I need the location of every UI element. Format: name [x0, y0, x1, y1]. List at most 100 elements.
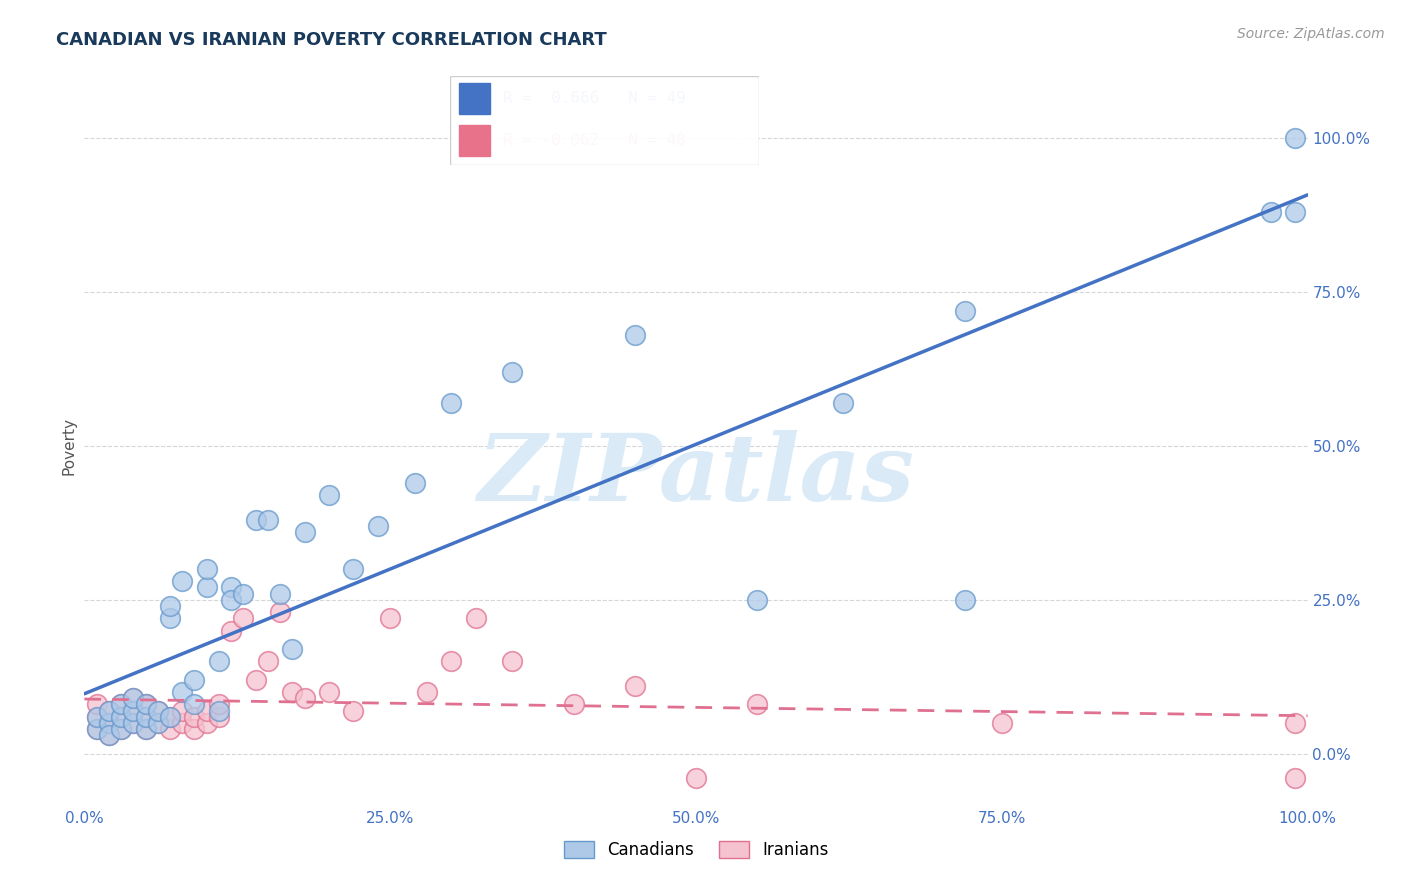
- Point: [97, 715, 120, 730]
- Point: [86, 698, 108, 712]
- Point: [135, 698, 157, 712]
- Point: [172, 715, 194, 730]
- Point: [440, 396, 463, 410]
- Point: [416, 685, 439, 699]
- Point: [122, 691, 145, 706]
- FancyBboxPatch shape: [450, 76, 759, 165]
- Point: [208, 698, 231, 712]
- Point: [110, 722, 132, 736]
- Point: [135, 709, 157, 723]
- Point: [195, 715, 218, 730]
- Point: [183, 709, 205, 723]
- Point: [110, 698, 132, 712]
- Point: [159, 611, 181, 625]
- Point: [122, 704, 145, 718]
- Point: [232, 587, 254, 601]
- Point: [257, 513, 280, 527]
- Point: [86, 722, 108, 736]
- Point: [172, 685, 194, 699]
- Point: [172, 704, 194, 718]
- Point: [1284, 715, 1306, 730]
- Point: [97, 704, 120, 718]
- Point: [208, 709, 231, 723]
- Point: [294, 691, 316, 706]
- Point: [159, 599, 181, 613]
- Point: [953, 303, 976, 318]
- Point: [159, 722, 181, 736]
- Point: [685, 771, 707, 785]
- Point: [269, 587, 291, 601]
- Point: [318, 685, 340, 699]
- Text: R = -0.062   N = 48: R = -0.062 N = 48: [502, 133, 685, 148]
- Point: [97, 728, 120, 742]
- Point: [97, 704, 120, 718]
- Point: [195, 704, 218, 718]
- Point: [232, 611, 254, 625]
- Point: [219, 624, 242, 638]
- Point: [110, 722, 132, 736]
- Point: [110, 709, 132, 723]
- FancyBboxPatch shape: [460, 125, 491, 156]
- Point: [159, 709, 181, 723]
- Point: [122, 715, 145, 730]
- Point: [159, 709, 181, 723]
- Point: [1260, 205, 1282, 219]
- Point: [1284, 131, 1306, 145]
- Point: [294, 525, 316, 540]
- Point: [342, 704, 364, 718]
- Point: [135, 722, 157, 736]
- Point: [440, 654, 463, 668]
- Point: [502, 654, 524, 668]
- Point: [991, 715, 1014, 730]
- Point: [245, 673, 267, 687]
- Point: [195, 581, 218, 595]
- Point: [97, 715, 120, 730]
- Text: CANADIAN VS IRANIAN POVERTY CORRELATION CHART: CANADIAN VS IRANIAN POVERTY CORRELATION …: [56, 31, 607, 49]
- Point: [146, 715, 169, 730]
- Point: [257, 654, 280, 668]
- Point: [219, 581, 242, 595]
- Point: [172, 574, 194, 589]
- Point: [183, 722, 205, 736]
- Point: [146, 704, 169, 718]
- Point: [86, 722, 108, 736]
- Text: R =  0.666   N = 49: R = 0.666 N = 49: [502, 91, 685, 106]
- Point: [110, 709, 132, 723]
- Point: [269, 605, 291, 619]
- Point: [195, 562, 218, 576]
- Point: [122, 715, 145, 730]
- Point: [245, 513, 267, 527]
- Point: [86, 709, 108, 723]
- Legend: Canadians, Iranians: Canadians, Iranians: [557, 834, 835, 866]
- Point: [122, 704, 145, 718]
- Point: [208, 654, 231, 668]
- Point: [97, 728, 120, 742]
- Point: [135, 709, 157, 723]
- Point: [624, 679, 647, 693]
- Point: [281, 685, 304, 699]
- Text: ZIPatlas: ZIPatlas: [478, 430, 914, 519]
- Y-axis label: Poverty: Poverty: [60, 417, 76, 475]
- Point: [135, 722, 157, 736]
- Point: [183, 673, 205, 687]
- Point: [953, 592, 976, 607]
- Point: [110, 698, 132, 712]
- Point: [122, 691, 145, 706]
- Point: [86, 709, 108, 723]
- Point: [624, 328, 647, 343]
- Point: [318, 488, 340, 502]
- Point: [404, 475, 426, 490]
- Point: [380, 611, 402, 625]
- Point: [135, 698, 157, 712]
- Point: [747, 592, 769, 607]
- Point: [502, 365, 524, 379]
- Point: [562, 698, 585, 712]
- Point: [464, 611, 486, 625]
- Point: [281, 642, 304, 657]
- Point: [219, 592, 242, 607]
- Point: [747, 698, 769, 712]
- Point: [208, 704, 231, 718]
- Point: [146, 715, 169, 730]
- FancyBboxPatch shape: [460, 83, 491, 114]
- Point: [1284, 205, 1306, 219]
